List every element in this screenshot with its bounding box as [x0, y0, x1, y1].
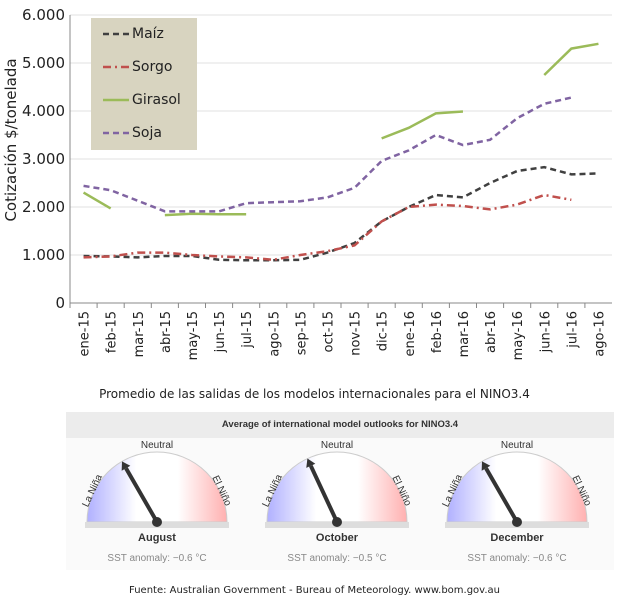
gauge-dial: Neutral La Niña El Niño	[440, 440, 593, 528]
panel-title: Average of international model outlooks …	[66, 412, 614, 438]
gauge-dial: Neutral La Niña El Niño	[80, 440, 233, 528]
gauge-month: December	[490, 532, 544, 544]
y-tick-label: 1.000	[22, 246, 65, 264]
label-neutral: Neutral	[141, 440, 173, 451]
x-tick-label: ene-16	[403, 311, 418, 356]
x-tick-label: mar-16	[457, 311, 472, 357]
legend-swatch	[103, 65, 129, 69]
legend-item: Girasol	[103, 92, 181, 108]
needle-arrowhead	[121, 461, 131, 471]
y-tick-label: 2.000	[22, 198, 65, 216]
needle-pivot	[152, 517, 162, 527]
label-neutral: Neutral	[501, 440, 533, 451]
y-tick-label: 5.000	[22, 54, 65, 72]
legend-swatch	[103, 131, 129, 135]
x-tick-label: may-16	[511, 311, 526, 360]
gauge-needle	[124, 467, 159, 524]
source-note: Fuente: Australian Government - Bureau o…	[129, 585, 500, 596]
y-tick-label: 6.000	[22, 6, 65, 24]
gauge-sst: SST anomaly: −0.6 °C	[107, 553, 207, 564]
legend: Maíz Sorgo Girasol Soja	[91, 18, 197, 150]
series-line-girasol	[543, 42, 599, 76]
x-tick-label: feb-15	[105, 311, 120, 353]
legend-label: Maíz	[132, 26, 164, 42]
x-tick-label: may-15	[186, 311, 201, 360]
x-tick-label: abr-15	[159, 311, 174, 353]
gauge-december: Neutral La Niña El Niño December SST ano…	[432, 438, 602, 568]
needle-pivot	[332, 517, 342, 527]
x-tick-label: jun-15	[213, 311, 228, 353]
gauge-needle	[308, 464, 339, 523]
series-line-girasol	[82, 191, 112, 210]
series-line-girasol	[381, 110, 464, 140]
gauge-august: Neutral La Niña El Niño August SST anoma…	[72, 438, 242, 568]
x-tick-label: oct-15	[321, 311, 336, 352]
gauge-month: October	[315, 532, 359, 544]
gauge-sst: SST anomaly: −0.6 °C	[467, 553, 567, 564]
legend-label: Girasol	[132, 92, 181, 108]
nino-panel: Average of international model outlooks …	[66, 412, 614, 570]
gauge-dial: Neutral La Niña El Niño	[260, 440, 413, 528]
gauge-needle	[484, 467, 519, 524]
gauge-month: August	[138, 532, 176, 544]
x-tick-label: nov-15	[349, 311, 364, 356]
y-tick-label: 3.000	[22, 150, 65, 168]
needle-arrowhead	[306, 458, 316, 468]
label-neutral: Neutral	[321, 440, 353, 451]
gauge-sst: SST anomaly: −0.5 °C	[287, 553, 387, 564]
gauge-subtitle: Promedio de las salidas de los modelos i…	[99, 387, 530, 401]
x-tick-label: abr-16	[484, 311, 499, 353]
legend-item: Sorgo	[103, 59, 172, 75]
legend-swatch	[103, 32, 129, 36]
legend-swatch	[103, 98, 129, 102]
x-tick-label: ago-15	[267, 311, 282, 357]
needle-pivot	[512, 517, 522, 527]
x-tick-label: mar-15	[132, 311, 147, 357]
series-line-maíz	[83, 165, 599, 262]
legend-item: Soja	[103, 125, 162, 141]
legend-label: Sorgo	[132, 59, 173, 75]
x-tick-label: dic-15	[376, 311, 391, 351]
series-line-girasol	[164, 212, 247, 217]
x-tick-label: sep-15	[294, 311, 309, 355]
y-axis-label: Cotización $/tonelada	[2, 58, 20, 221]
series-line-soja	[83, 96, 572, 213]
x-tick-label: jul-15	[240, 311, 255, 349]
legend-label: Soja	[132, 125, 162, 141]
y-tick-label: 0	[55, 294, 65, 312]
x-tick-label: ago-16	[592, 311, 607, 357]
x-tick-label: jul-16	[565, 311, 580, 349]
legend-item: Maíz	[103, 26, 164, 42]
series-line-sorgo	[83, 193, 572, 262]
y-tick-label: 4.000	[22, 102, 65, 120]
x-tick-label: ene-15	[78, 311, 93, 356]
x-tick-label: jun-16	[538, 311, 553, 353]
gauge-october: Neutral La Niña El Niño October SST anom…	[252, 438, 422, 568]
x-tick-label: feb-16	[430, 311, 445, 353]
needle-arrowhead	[481, 461, 491, 471]
